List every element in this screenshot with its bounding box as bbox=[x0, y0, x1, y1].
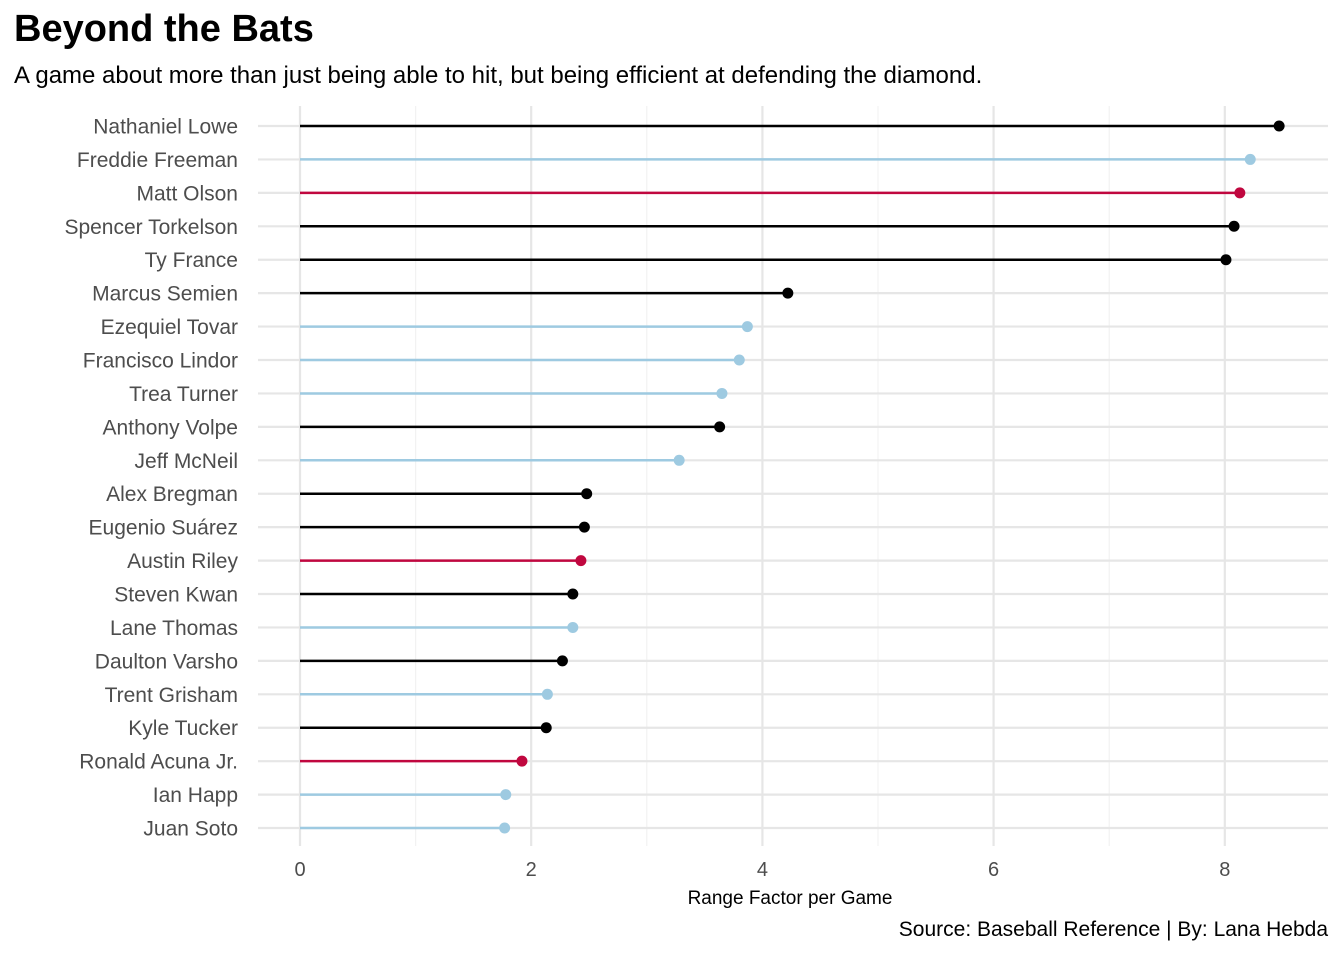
y-tick-label: Trent Grisham bbox=[105, 684, 238, 707]
lollipop-point bbox=[1273, 120, 1285, 132]
lollipop-point bbox=[567, 621, 579, 633]
lollipop-point bbox=[714, 421, 726, 433]
lollipop-point bbox=[541, 688, 553, 700]
grid-layer bbox=[258, 106, 1328, 846]
x-tick-label: 8 bbox=[1219, 859, 1230, 881]
y-tick-label: Marcus Semien bbox=[92, 283, 238, 306]
dot-layer bbox=[499, 120, 1285, 834]
y-tick-label: Eugenio Suárez bbox=[89, 517, 238, 540]
lollipop-point bbox=[1228, 220, 1240, 232]
y-tick-label: Matt Olson bbox=[136, 182, 238, 205]
lollipop-point bbox=[516, 755, 528, 767]
y-tick-label: Spencer Torkelson bbox=[64, 216, 238, 239]
y-tick-label: Kyle Tucker bbox=[128, 717, 238, 740]
lollipop-point bbox=[578, 521, 590, 533]
lollipop-point bbox=[782, 287, 794, 299]
y-axis-labels: Nathaniel Lowe Freddie Freeman Matt Olson S… bbox=[64, 116, 238, 841]
lollipop-point bbox=[673, 454, 685, 466]
x-axis-ticks: 0 2 4 6 8 bbox=[294, 859, 1230, 881]
chart-subtitle: A game about more than just being able t… bbox=[14, 62, 983, 89]
y-tick-label: Trea Turner bbox=[129, 383, 238, 406]
lollipop-point bbox=[567, 588, 579, 600]
y-tick-label: Ezequiel Tovar bbox=[101, 316, 238, 339]
lollipop-point bbox=[500, 789, 512, 801]
lollipop-point bbox=[499, 822, 511, 834]
y-tick-label: Daulton Varsho bbox=[95, 650, 238, 673]
y-tick-label: Juan Soto bbox=[143, 818, 238, 841]
lollipop-point bbox=[741, 321, 753, 333]
y-tick-label: Anthony Volpe bbox=[103, 416, 238, 439]
y-tick-label: Nathaniel Lowe bbox=[93, 116, 238, 139]
x-tick-label: 4 bbox=[757, 859, 768, 881]
lollipop-point bbox=[1220, 254, 1232, 266]
y-tick-label: Freddie Freeman bbox=[77, 149, 238, 172]
y-tick-label: Francisco Lindor bbox=[83, 350, 238, 373]
y-tick-label: Alex Bregman bbox=[106, 483, 238, 506]
y-tick-label: Ty France bbox=[145, 249, 238, 272]
lollipop-point bbox=[733, 354, 745, 366]
lollipop-point bbox=[716, 387, 728, 399]
lollipop-point bbox=[540, 722, 552, 734]
lollipop-point bbox=[1234, 187, 1246, 199]
x-tick-label: 0 bbox=[294, 859, 305, 881]
y-tick-label: Jeff McNeil bbox=[135, 450, 238, 473]
x-axis-title: Range Factor per Game bbox=[688, 888, 893, 909]
chart-caption: Source: Baseball Reference | By: Lana He… bbox=[898, 918, 1328, 941]
y-tick-label: Austin Riley bbox=[127, 550, 238, 573]
lollipop-point bbox=[556, 655, 568, 667]
lollipop-point bbox=[1244, 153, 1256, 165]
stem-layer bbox=[300, 124, 1280, 830]
x-tick-label: 2 bbox=[526, 859, 537, 881]
y-tick-label: Ian Happ bbox=[153, 784, 238, 807]
y-tick-label: Lane Thomas bbox=[110, 617, 238, 640]
lollipop-point bbox=[581, 488, 593, 500]
chart-title: Beyond the Bats bbox=[14, 8, 314, 50]
lollipop-point bbox=[575, 555, 587, 567]
y-tick-label: Ronald Acuna Jr. bbox=[79, 751, 238, 774]
x-tick-label: 6 bbox=[988, 859, 999, 881]
y-tick-label: Steven Kwan bbox=[114, 584, 238, 607]
